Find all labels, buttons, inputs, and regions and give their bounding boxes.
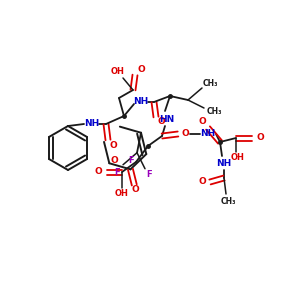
Text: CH₃: CH₃ xyxy=(206,107,222,116)
Text: NH: NH xyxy=(200,130,216,139)
Text: OH: OH xyxy=(115,190,129,199)
Text: NH: NH xyxy=(216,158,232,167)
Text: O: O xyxy=(157,118,165,127)
Text: O: O xyxy=(198,118,206,127)
Text: O: O xyxy=(181,130,189,139)
Text: OH: OH xyxy=(231,154,245,163)
Text: F: F xyxy=(114,168,120,177)
Text: HN: HN xyxy=(159,116,175,124)
Text: O: O xyxy=(137,65,145,74)
Text: CH₃: CH₃ xyxy=(220,197,236,206)
Text: OH: OH xyxy=(111,68,125,76)
Text: O: O xyxy=(94,167,102,176)
Text: O: O xyxy=(198,178,206,187)
Text: CH₃: CH₃ xyxy=(202,80,218,88)
Text: O: O xyxy=(110,156,118,165)
Text: O: O xyxy=(256,134,264,142)
Text: NH: NH xyxy=(134,98,148,106)
Text: NH: NH xyxy=(84,119,100,128)
Text: O: O xyxy=(132,185,140,194)
Text: O: O xyxy=(109,140,117,149)
Text: F: F xyxy=(146,170,152,179)
Text: F: F xyxy=(128,156,134,165)
